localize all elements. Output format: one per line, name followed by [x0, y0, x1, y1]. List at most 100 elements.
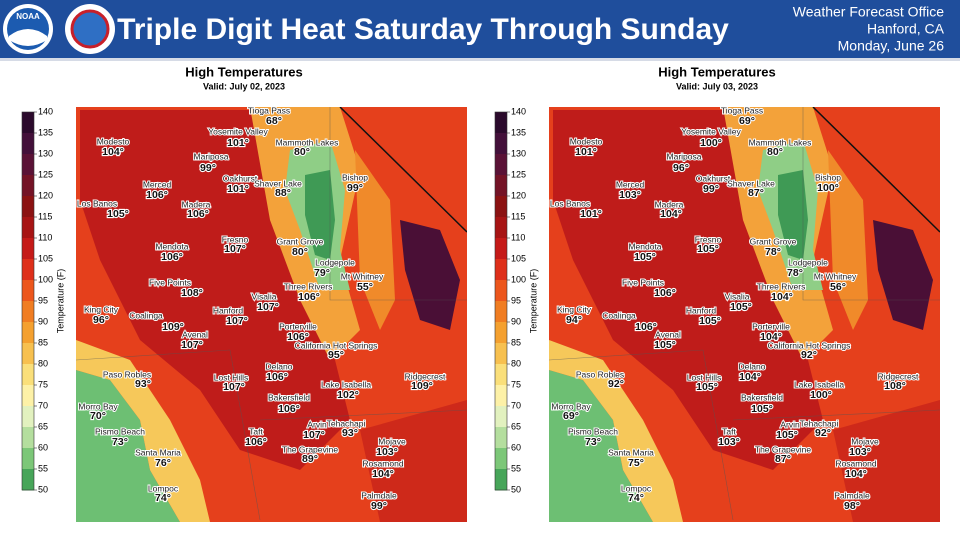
city-name: Rosamond: [835, 458, 876, 468]
colorbar-segment: [22, 364, 34, 386]
colorbar-tick-label: 135: [511, 127, 526, 137]
city-temp: 76°: [155, 457, 171, 469]
city-name: Lake Isabella: [321, 379, 371, 389]
colorbar-tick-label: 130: [38, 148, 53, 158]
city-temp: 105°: [654, 339, 676, 351]
coast-mild: [549, 340, 683, 522]
city-name: Modesto: [570, 136, 603, 146]
city-name: King City: [557, 304, 592, 314]
colorbar-tick-label: 140: [511, 106, 526, 116]
city-temp: 75°: [628, 457, 644, 469]
city-temp: 107°: [303, 429, 325, 441]
city-temp: 100°: [810, 389, 832, 401]
colorbar-tick-label: 65: [38, 421, 48, 431]
city-name: King City: [84, 304, 119, 314]
city-name: Tehachapi: [800, 418, 839, 428]
state-line: [339, 107, 467, 233]
city-name: Grant Grove: [277, 236, 324, 246]
city-name: Pismo Beach: [95, 426, 145, 436]
city-name: Mammoth Lakes: [276, 137, 339, 147]
colorbar-segment: [22, 133, 34, 155]
colorbar-segment: [495, 133, 507, 155]
colorbar-segment: [495, 175, 507, 197]
city-name: Modesto: [97, 136, 130, 146]
colorbar-tick-label: 55: [511, 463, 521, 473]
city-name: Yosemite Valley: [681, 126, 741, 136]
colorbar-tick-label: 60: [38, 442, 48, 452]
city-name: Coalinga: [602, 310, 636, 320]
colorbar-segment: [22, 196, 34, 218]
city-name: Morro Bay: [78, 401, 118, 411]
city-name: Bishop: [342, 172, 368, 182]
city-name: Lompoc: [148, 483, 179, 493]
colorbar-segment: [22, 469, 34, 491]
city-temp: 106°: [146, 189, 168, 201]
city-name: Delano: [266, 361, 293, 371]
city-temp: 87°: [775, 453, 791, 465]
city-name: Porterville: [279, 321, 317, 331]
colorbar-tick-label: 115: [511, 211, 525, 221]
colorbar-segment: [495, 343, 507, 365]
city-temp: 73°: [112, 436, 128, 448]
panel-valid: Valid: July 02, 2023: [203, 81, 285, 91]
city-temp: 101°: [227, 137, 249, 149]
colorbar-segment: [22, 385, 34, 407]
city-name: Morro Bay: [551, 401, 591, 411]
city-name: Los Banos: [550, 198, 590, 208]
city-temp: 101°: [575, 146, 597, 158]
city-name: Mendota: [155, 241, 188, 251]
city-temp: 94°: [566, 314, 582, 326]
desert-south: [360, 400, 467, 522]
coast-cool: [549, 370, 653, 522]
city-temp: 74°: [628, 492, 644, 504]
city-temp: 103°: [619, 189, 641, 201]
office-line: Monday, June 26: [838, 38, 945, 54]
city-temp: 105°: [699, 315, 721, 327]
city-name: Madera: [655, 199, 684, 209]
city-temp: 105°: [107, 208, 129, 220]
colorbar-segment: [495, 280, 507, 302]
city-temp: 105°: [751, 403, 773, 415]
city-name: Paso Robles: [103, 369, 151, 379]
noaa-bird: [9, 29, 47, 46]
city-name: Ridgecrest: [405, 371, 446, 381]
colorbar-tick-label: 90: [38, 316, 48, 326]
colorbar-tick-label: 90: [511, 316, 521, 326]
colorbar-segment: [22, 217, 34, 239]
hot-valley: [553, 110, 823, 470]
city-name: Bakersfield: [741, 392, 783, 402]
colorbar-segment: [22, 112, 34, 134]
city-name: California Hot Springs: [295, 340, 378, 350]
city-name: Coalinga: [129, 310, 163, 320]
colorbar-segment: [495, 364, 507, 386]
city-temp: 96°: [93, 314, 109, 326]
colorbar-segment: [495, 259, 507, 281]
city-temp: 107°: [181, 339, 203, 351]
city-name: Hanford: [686, 305, 717, 315]
panel-valid: Valid: July 03, 2023: [676, 81, 758, 91]
coast-cool: [76, 370, 180, 522]
colorbar-segment: [495, 469, 507, 491]
city-temp: 92°: [815, 427, 831, 439]
colorbar-tick-label: 105: [38, 253, 53, 263]
city-temp: 99°: [200, 162, 216, 174]
header-rule: [0, 58, 960, 61]
colorbar-segment: [22, 301, 34, 323]
city-name: Arvin: [307, 419, 327, 429]
city-temp: 106°: [654, 287, 676, 299]
colorbar-tick-label: 95: [38, 295, 48, 305]
city-name: Visalia: [725, 291, 750, 301]
city-temp: 80°: [767, 146, 783, 158]
map-panel: High Temperatures Valid: July 02, 2023 140…: [21, 64, 467, 522]
nws-logo-inner: [70, 9, 110, 49]
colorbar-tick-label: 70: [38, 400, 48, 410]
city-name: Madera: [182, 199, 211, 209]
city-temp: 78°: [765, 246, 781, 258]
state-line: [812, 107, 940, 233]
colorbar-segment: [22, 448, 34, 470]
city-temp: 100°: [700, 137, 722, 149]
city-temp: 105°: [696, 381, 718, 393]
map: [549, 107, 940, 522]
page-title: Triple Digit Heat Saturday Through Sunda…: [117, 13, 729, 46]
colorbar-tick-label: 125: [38, 169, 53, 179]
